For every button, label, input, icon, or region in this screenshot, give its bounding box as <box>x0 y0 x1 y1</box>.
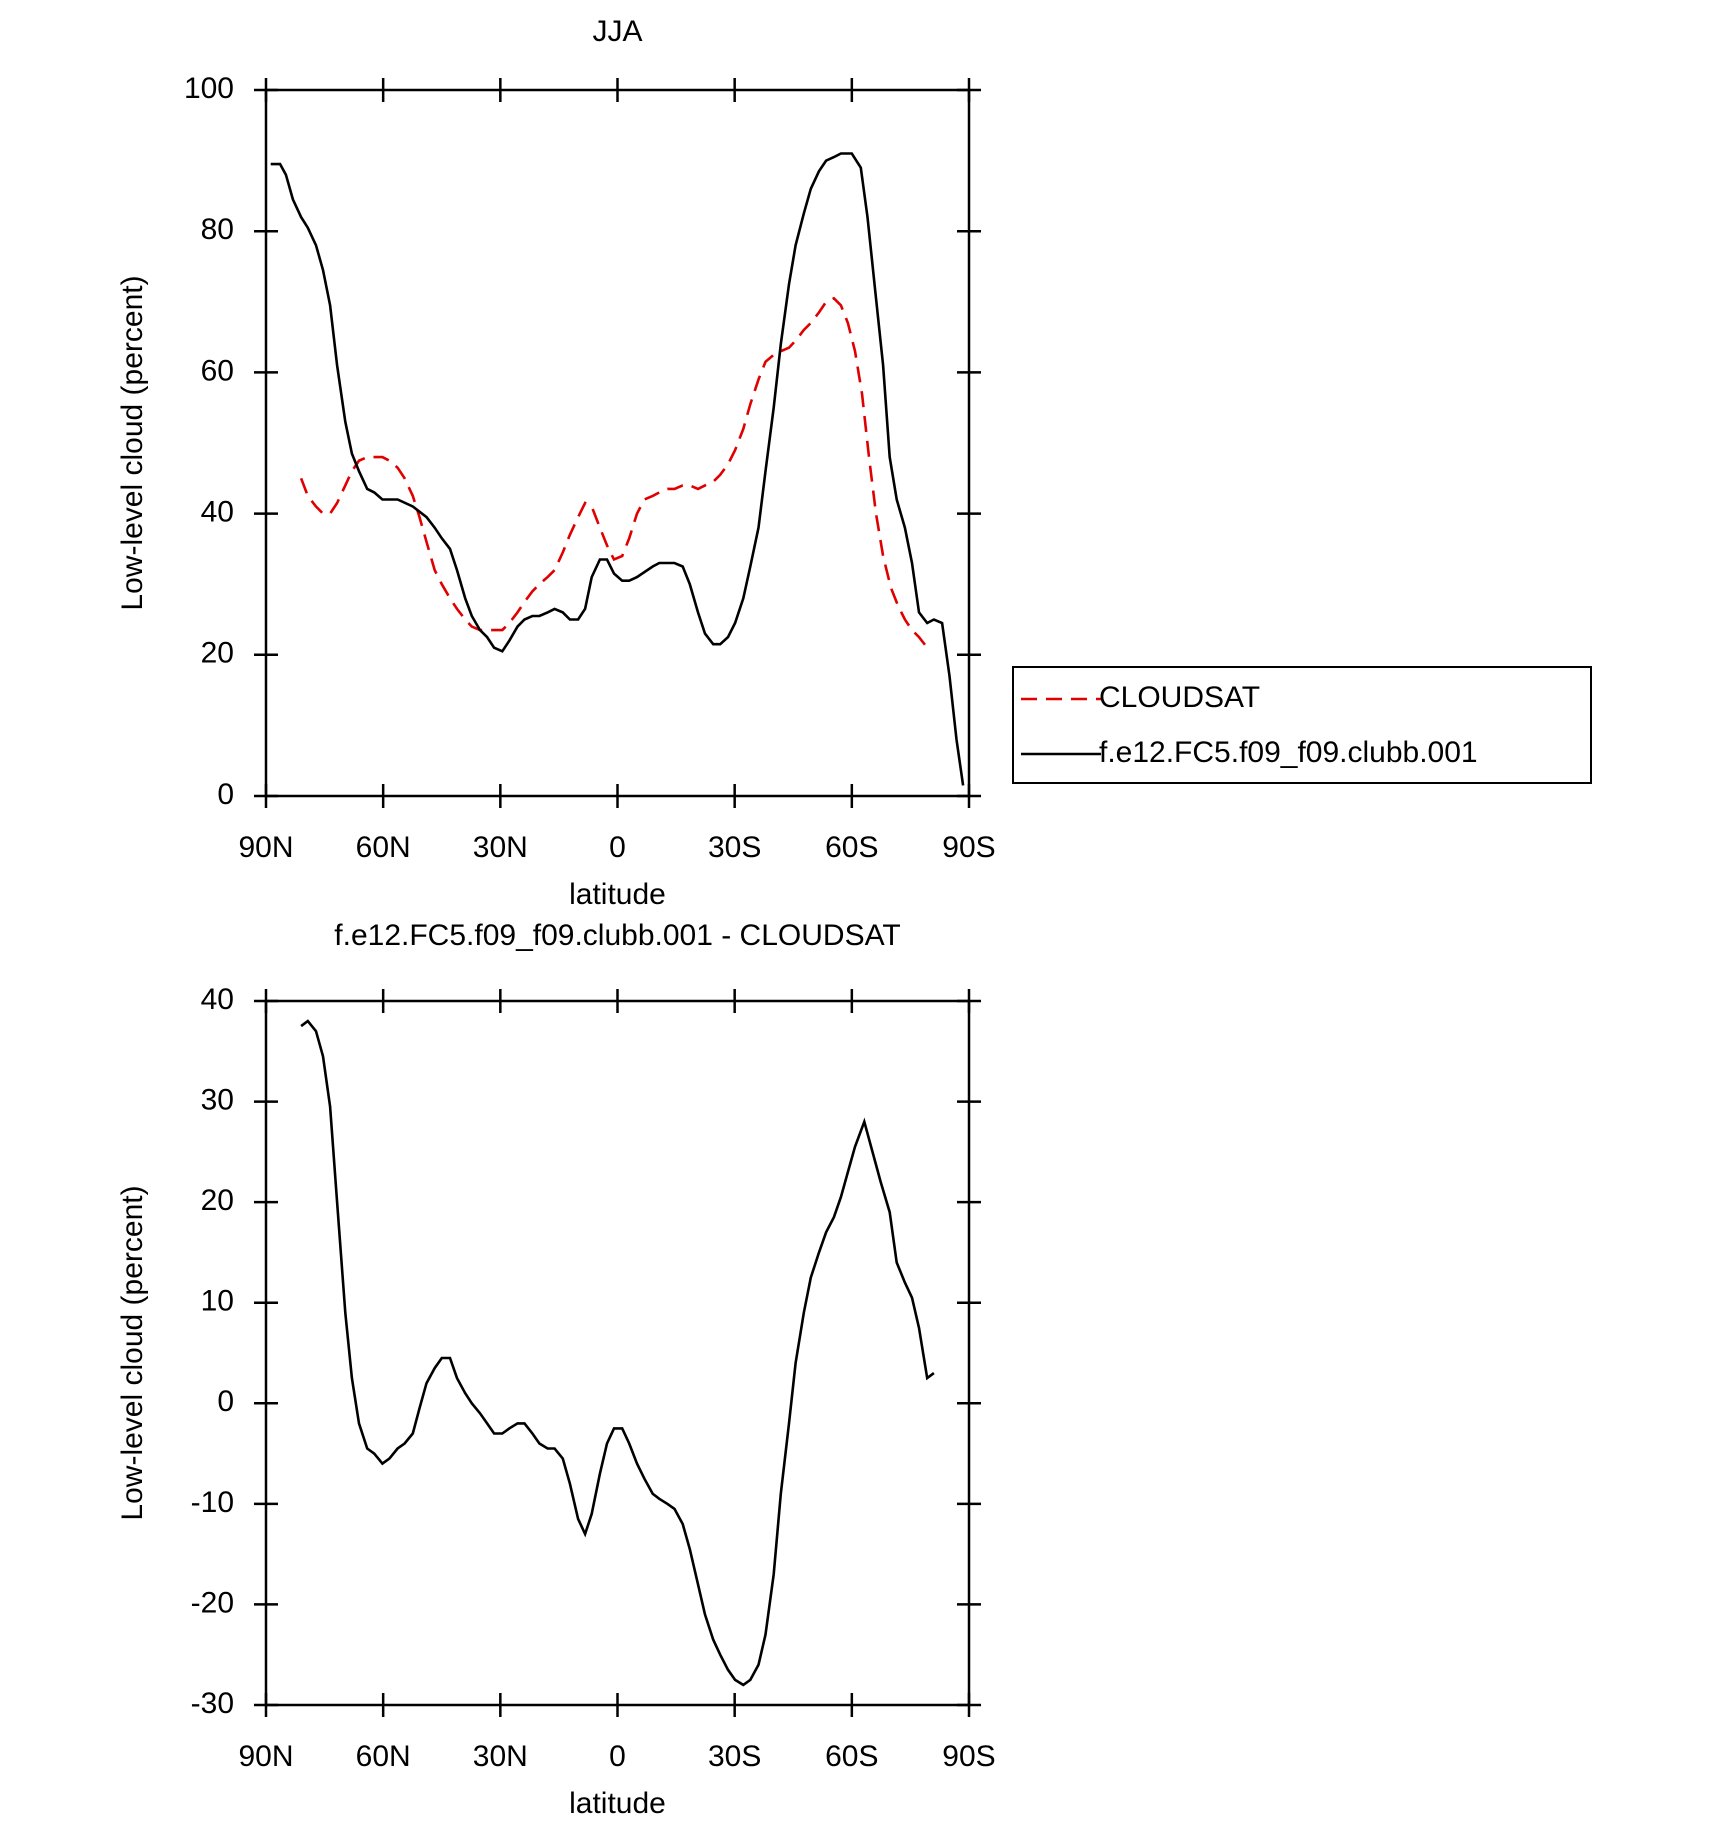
y-tick-label: 30 <box>201 1083 234 1116</box>
legend-label: f.e12.FC5.f09_f09.clubb.001 <box>1099 736 1478 769</box>
y-tick-label: 20 <box>201 1184 234 1217</box>
y-axis-label: Low-level cloud (percent) <box>116 1185 149 1520</box>
x-axis-label: latitude <box>569 1787 666 1820</box>
x-tick-label: 30N <box>473 831 528 864</box>
y-tick-label: 0 <box>217 778 234 811</box>
legend-box <box>1012 666 1592 784</box>
x-tick-label: 30S <box>708 1740 761 1773</box>
data-line <box>300 1019 935 1687</box>
y-tick-label: 40 <box>201 983 234 1016</box>
y-tick-label: -20 <box>191 1586 234 1619</box>
x-tick-label: 90S <box>942 831 995 864</box>
x-tick-label: 90N <box>238 1740 293 1773</box>
data-line <box>270 152 965 786</box>
x-tick-label: 30S <box>708 831 761 864</box>
y-tick-label: 40 <box>201 496 234 529</box>
chart-title: JJA <box>592 15 642 48</box>
x-tick-label: 60S <box>825 1740 878 1773</box>
legend-label: CLOUDSAT <box>1099 681 1260 714</box>
x-tick-label: 0 <box>609 831 626 864</box>
x-axis-label: latitude <box>569 878 666 911</box>
x-tick-label: 30N <box>473 1740 528 1773</box>
y-tick-label: -30 <box>191 1687 234 1720</box>
x-tick-label: 60N <box>356 1740 411 1773</box>
y-tick-label: 80 <box>201 213 234 246</box>
plot-frame <box>264 999 971 1707</box>
x-tick-label: 90S <box>942 1740 995 1773</box>
x-tick-label: 60S <box>825 831 878 864</box>
data-line <box>299 296 929 649</box>
y-tick-label: 0 <box>217 1385 234 1418</box>
x-tick-label: 0 <box>609 1740 626 1773</box>
chart-title: f.e12.FC5.f09_f09.clubb.001 - CLOUDSAT <box>334 919 900 952</box>
y-tick-label: 20 <box>201 637 234 670</box>
x-tick-label: 60N <box>356 831 411 864</box>
y-tick-label: 10 <box>201 1285 234 1318</box>
x-tick-label: 90N <box>238 831 293 864</box>
y-axis-label: Low-level cloud (percent) <box>116 275 149 610</box>
y-tick-label: -10 <box>191 1486 234 1519</box>
y-tick-label: 100 <box>184 72 234 105</box>
y-tick-label: 60 <box>201 354 234 387</box>
